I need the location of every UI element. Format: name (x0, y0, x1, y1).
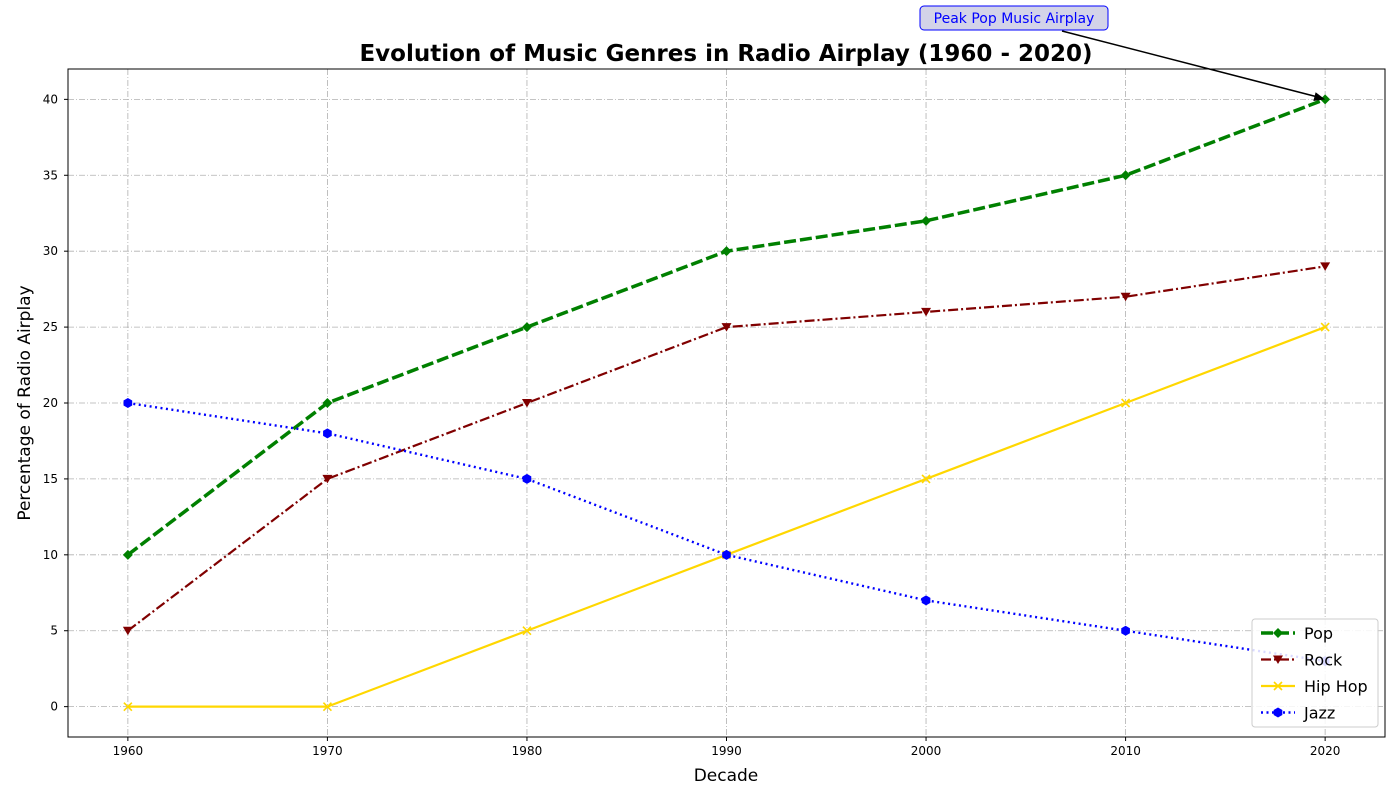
data-point-rock (322, 474, 333, 484)
data-point-rock (1120, 292, 1131, 302)
data-point-jazz (1121, 625, 1130, 636)
data-point-jazz (123, 398, 133, 408)
annotation: Peak Pop Music Airplay (919, 5, 1326, 101)
data-point-hip-hop (1320, 322, 1330, 332)
data-point-rock (122, 626, 133, 636)
data-point-rock (721, 323, 732, 332)
y-tick-label: 5 (50, 624, 58, 638)
data-point-hip-hop (1121, 398, 1131, 408)
annotation-text: Peak Pop Music Airplay (934, 11, 1095, 27)
y-tick-label: 35 (43, 168, 58, 182)
y-tick-label: 30 (43, 244, 58, 258)
data-point-pop (921, 215, 932, 226)
x-tick-label: 1970 (312, 744, 343, 758)
legend-marker-hip-hop (1273, 681, 1283, 691)
x-axis-label: Decade (694, 766, 759, 786)
data-point-hip-hop (322, 702, 332, 712)
legend-label-pop: Pop (1304, 624, 1333, 643)
series-rock (122, 262, 1331, 636)
legend: Pop Rock Hip Hop Jazz (1251, 618, 1379, 728)
y-tick-label: 10 (43, 548, 58, 562)
data-point-pop (122, 549, 133, 560)
x-tick-label: 1990 (711, 744, 742, 758)
y-tick-label: 40 (43, 92, 58, 106)
series-layer (122, 94, 1331, 712)
data-point-rock (921, 307, 932, 317)
legend-marker-pop (1273, 628, 1283, 638)
legend-box (1251, 618, 1379, 728)
x-tick-label: 2000 (911, 744, 942, 758)
x-tick-label: 1960 (113, 744, 144, 758)
legend-marker-jazz (1273, 707, 1283, 718)
y-tick-label: 0 (50, 700, 58, 714)
y-tick-label: 20 (43, 396, 58, 410)
data-point-jazz (722, 549, 731, 560)
data-point-rock (1320, 262, 1331, 271)
data-point-jazz (323, 428, 332, 439)
annotation-arrow-line (1061, 30, 1322, 99)
data-point-pop (521, 322, 532, 333)
data-point-pop (1120, 170, 1131, 181)
y-tick-label: 15 (43, 472, 58, 486)
y-axis-label: Percentage of Radio Airplay (15, 285, 35, 520)
data-point-jazz (921, 595, 931, 606)
data-point-pop (322, 398, 333, 408)
legend-label-rock: Rock (1304, 651, 1343, 670)
x-tick-label: 2010 (1110, 744, 1141, 758)
data-point-pop (721, 246, 732, 257)
chart-title: Evolution of Music Genres in Radio Airpl… (359, 41, 1092, 67)
x-tick-label: 2020 (1310, 744, 1341, 758)
data-point-hip-hop (921, 474, 931, 484)
axis-ticks: 1960 1970 1980 1990 2000 2010 2020 0 5 10 15 20 25 30… (43, 92, 1341, 758)
x-tick-label: 1980 (512, 744, 543, 758)
data-point-hip-hop (123, 702, 133, 712)
legend-marker-rock (1273, 655, 1283, 664)
data-point-rock (521, 399, 532, 408)
legend-label-hip-hop: Hip Hop (1304, 677, 1368, 696)
data-point-jazz (522, 473, 532, 484)
annotation-arrow-head (1313, 92, 1326, 101)
y-tick-label: 25 (43, 320, 58, 334)
data-point-hip-hop (522, 626, 532, 636)
annotation-box (919, 5, 1109, 31)
legend-label-jazz: Jazz (1303, 704, 1335, 723)
series-pop (122, 94, 1331, 560)
